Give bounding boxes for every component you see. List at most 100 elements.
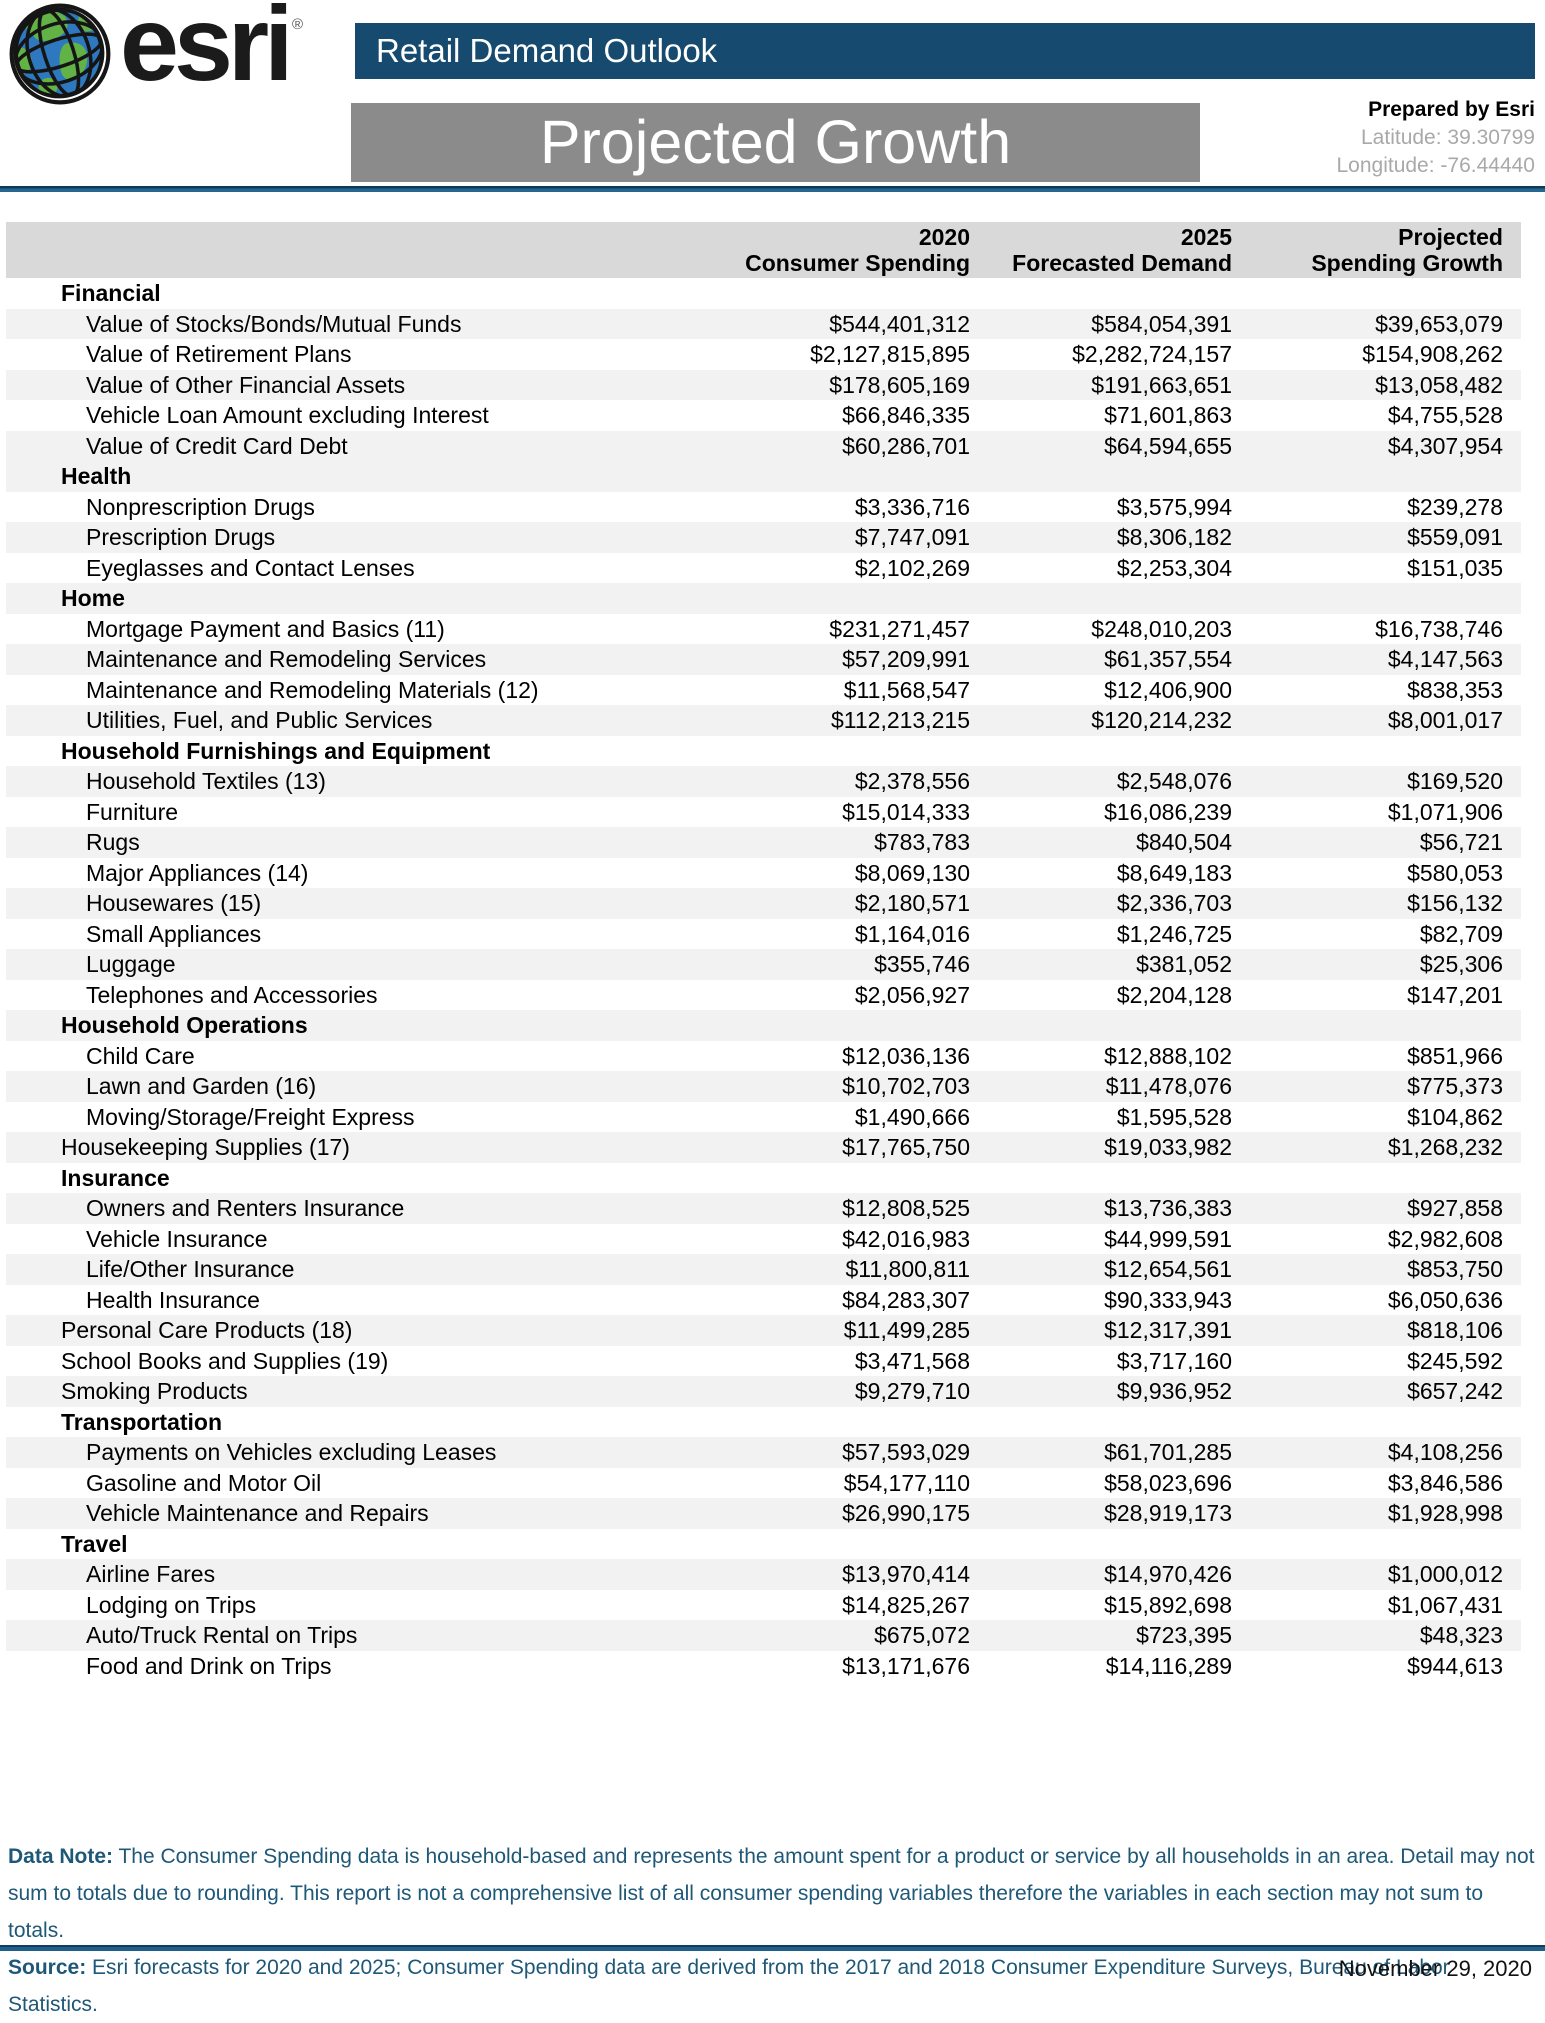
section-row: Financial	[6, 278, 1521, 309]
table-row: Health Insurance $84,283,307 $90,333,943 $6…	[6, 1285, 1521, 1316]
cell-value: $48,323	[1419, 1622, 1503, 1648]
cell-value: $57,209,991	[842, 646, 970, 672]
cell-value: $112,213,215	[831, 707, 970, 733]
page-title-box: Projected Growth	[351, 103, 1200, 182]
cell-value: $26,990,175	[842, 1500, 970, 1526]
cell-value: $783,783	[874, 829, 970, 855]
cell-value: $8,649,183	[1116, 859, 1232, 886]
cell-value: $61,357,554	[1104, 646, 1232, 672]
cell-value: $2,056,927	[854, 981, 970, 1008]
row-label: Value of Credit Card Debt	[86, 432, 348, 459]
section-row: Insurance	[6, 1163, 1521, 1194]
row-label: School Books and Supplies (19)	[61, 1347, 389, 1374]
row-label: Major Appliances (14)	[86, 859, 309, 886]
cell-value: $2,336,703	[1116, 890, 1232, 916]
cell-value: $559,091	[1407, 524, 1503, 550]
cell-value: $9,936,952	[1116, 1378, 1232, 1404]
cell-value: $6,050,636	[1387, 1286, 1503, 1313]
cell-value: $239,278	[1407, 493, 1503, 520]
cell-value: $14,970,426	[1104, 1561, 1232, 1587]
cell-value: $13,736,383	[1104, 1195, 1232, 1221]
table-row: Child Care $12,036,136 $12,888,102 $851,966	[6, 1041, 1521, 1072]
data-note-label: Data Note:	[8, 1845, 114, 1868]
table-row: Prescription Drugs $7,747,091 $8,306,182 $5…	[6, 522, 1521, 553]
table-row: Housewares (15) $2,180,571 $2,336,703 $156,…	[6, 888, 1521, 919]
row-label: Housekeeping Supplies (17)	[61, 1134, 350, 1160]
cell-value: $12,317,391	[1104, 1317, 1232, 1343]
header-divider-line	[0, 186, 1545, 192]
table-row: Household Textiles (13) $2,378,556 $2,548,…	[6, 766, 1521, 797]
table-row: Vehicle Insurance $42,016,983 $44,999,591 $…	[6, 1224, 1521, 1255]
row-label: Airline Fares	[86, 1561, 216, 1587]
row-label: Child Care	[86, 1042, 195, 1069]
section-row: Transportation	[6, 1407, 1521, 1438]
source-note: Source: Esri forecasts for 2020 and 2025…	[8, 1949, 1540, 2023]
cell-value: $2,253,304	[1116, 554, 1232, 581]
row-label: Health Insurance	[86, 1286, 260, 1313]
cell-value: $54,177,110	[843, 1469, 970, 1496]
cell-value: $2,982,608	[1387, 1225, 1503, 1252]
cell-value: $11,478,076	[1105, 1073, 1232, 1099]
cell-value: $775,373	[1407, 1073, 1503, 1099]
report-type-bar: Retail Demand Outlook	[355, 23, 1535, 79]
row-label: Owners and Renters Insurance	[86, 1195, 405, 1221]
page-title: Projected Growth	[539, 108, 1012, 176]
row-label: Value of Other Financial Assets	[86, 371, 406, 398]
cell-value: $90,333,943	[1104, 1286, 1232, 1313]
cell-value: $57,593,029	[842, 1439, 970, 1465]
table-row: School Books and Supplies (19) $3,471,568…	[6, 1346, 1521, 1377]
cell-value: $14,116,289	[1105, 1652, 1232, 1679]
cell-value: $11,499,285	[843, 1317, 970, 1343]
section-label: Transportation	[61, 1408, 223, 1435]
row-label: Moving/Storage/Freight Express	[86, 1103, 415, 1130]
row-label: Vehicle Loan Amount excluding Interest	[86, 402, 489, 428]
cell-value: $8,306,182	[1116, 524, 1232, 550]
section-row: Household Furnishings and Equipment	[6, 736, 1521, 767]
cell-value: $66,846,335	[842, 402, 970, 428]
cell-value: $191,663,651	[1091, 371, 1232, 398]
cell-value: $580,053	[1407, 859, 1503, 886]
row-label: Value of Retirement Plans	[86, 341, 352, 367]
cell-value: $11,568,547	[843, 676, 970, 703]
cell-value: $7,747,091	[854, 524, 970, 550]
table-row: Housekeeping Supplies (17) $17,765,750 $19…	[6, 1132, 1521, 1163]
cell-value: $14,825,267	[842, 1591, 970, 1618]
table-row: Moving/Storage/Freight Express $1,490,666…	[6, 1102, 1521, 1133]
esri-logo: esri ®	[8, 0, 358, 114]
footer-divider-line	[0, 1945, 1545, 1951]
cell-value: $2,180,571	[854, 890, 970, 916]
latitude-label: Latitude: 39.30799	[1361, 126, 1535, 149]
row-label: Prescription Drugs	[86, 524, 276, 550]
cell-value: $1,164,016	[854, 920, 970, 947]
table-row: Value of Retirement Plans $2,127,815,895 $…	[6, 339, 1521, 370]
section-row: Travel	[6, 1529, 1521, 1560]
cell-value: $12,036,136	[842, 1042, 970, 1069]
registered-mark: ®	[292, 16, 304, 33]
cell-value: $60,286,701	[842, 432, 970, 459]
row-label: Lawn and Garden (16)	[86, 1073, 317, 1099]
cell-value: $4,755,528	[1387, 402, 1503, 428]
row-label: Maintenance and Remodeling Services	[86, 646, 487, 672]
report-date: November 29, 2020	[1338, 1956, 1532, 1981]
cell-value: $584,054,391	[1091, 310, 1232, 337]
cell-value: $1,490,666	[854, 1103, 970, 1130]
cell-value: $71,601,863	[1104, 402, 1232, 428]
table-row: Payments on Vehicles excluding Leases $57…	[6, 1437, 1521, 1468]
row-label: Luggage	[86, 951, 176, 977]
cell-value: $2,204,128	[1116, 981, 1232, 1008]
column-header: Projected Spending Growth	[1311, 224, 1503, 276]
cell-value: $2,548,076	[1116, 768, 1232, 794]
table-row: Gasoline and Motor Oil $54,177,110 $58,023…	[6, 1468, 1521, 1499]
cell-value: $10,702,703	[842, 1073, 970, 1099]
cell-value: $15,892,698	[1104, 1591, 1232, 1618]
row-label: Furniture	[86, 798, 179, 825]
cell-value: $818,106	[1407, 1317, 1503, 1343]
cell-value: $8,001,017	[1387, 707, 1503, 733]
table-row: Life/Other Insurance $11,800,811 $12,654,5…	[6, 1254, 1521, 1285]
table-row: Rugs $783,783 $840,504 $56,721	[6, 827, 1521, 858]
section-label: Insurance	[61, 1164, 170, 1191]
cell-value: $2,127,815,895	[810, 341, 970, 367]
cell-value: $4,147,563	[1387, 646, 1503, 672]
row-label: Life/Other Insurance	[86, 1256, 295, 1282]
cell-value: $853,750	[1407, 1256, 1503, 1282]
